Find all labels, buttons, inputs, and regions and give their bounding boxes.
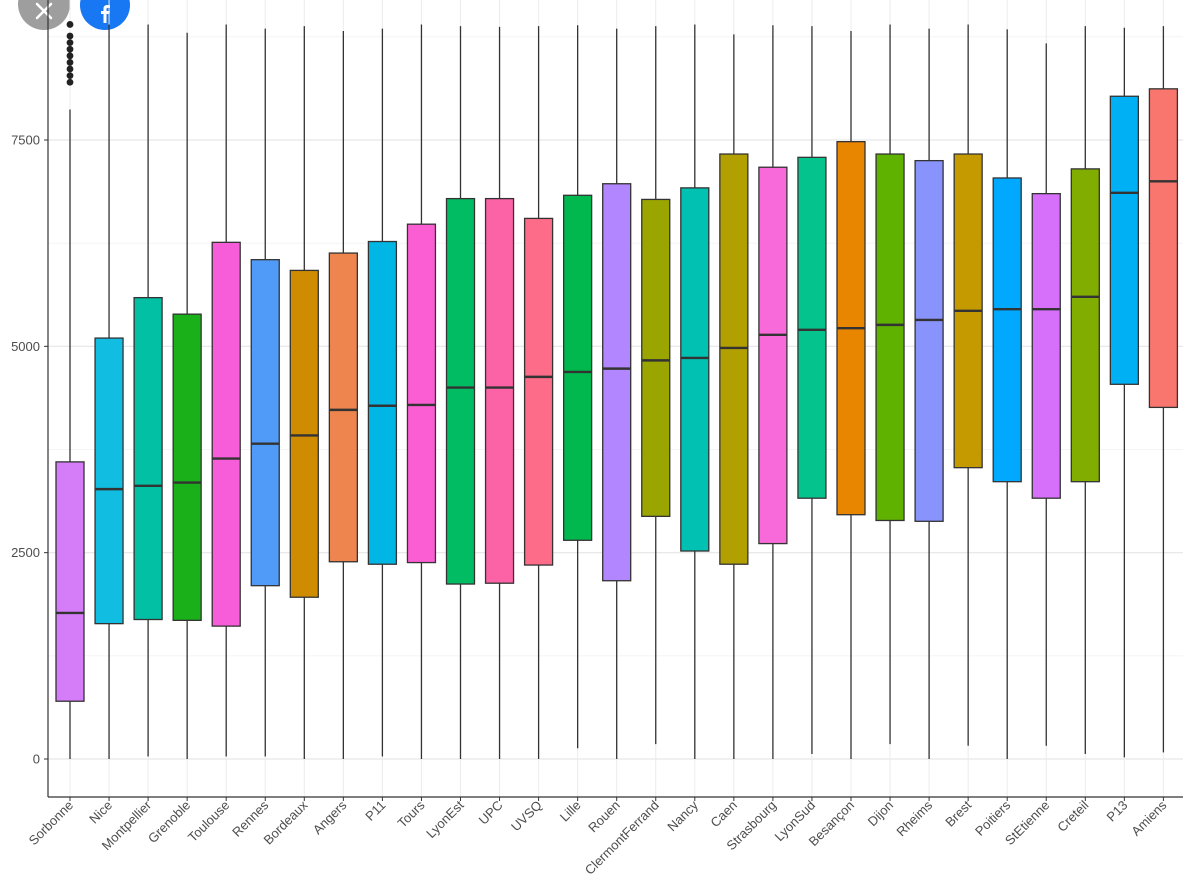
- box-montpellier: [133, 24, 163, 757]
- box-poitiers: [992, 29, 1022, 759]
- box-iqr: [445, 197, 476, 585]
- x-tick-label: Lille: [557, 798, 584, 825]
- x-tick-label: Angers: [310, 797, 350, 837]
- box-iqr: [680, 187, 710, 552]
- outlier-point: [66, 39, 74, 47]
- box-iqr: [641, 198, 671, 518]
- box-iqr: [719, 153, 749, 565]
- box-iqr: [523, 217, 554, 566]
- box-caen: [719, 34, 749, 759]
- x-tick-label: Creteil: [1054, 797, 1091, 834]
- box-iqr: [1148, 88, 1179, 409]
- y-tick-label: 0: [33, 752, 40, 767]
- x-tick-label: UPC: [476, 798, 506, 828]
- box-creteil: [1070, 26, 1100, 755]
- box-dijon: [875, 24, 905, 745]
- box-uvsq: [523, 26, 554, 759]
- x-tick-label: Caen: [707, 798, 740, 831]
- box-iqr: [484, 197, 515, 584]
- box-iqr: [875, 153, 905, 522]
- x-tick-label: Brest: [942, 797, 974, 829]
- box-sorbonne: [55, 21, 85, 759]
- box-toulouse: [211, 24, 241, 757]
- outlier-point: [66, 45, 74, 53]
- facebook-icon: [101, 5, 110, 23]
- x-tick-label: Sorbonne: [26, 798, 76, 848]
- box-grenoble: [172, 32, 202, 759]
- x-tick-label: P13: [1104, 798, 1131, 825]
- x-tick-label: Nice: [86, 798, 115, 827]
- box-rouen: [602, 28, 632, 759]
- box-iqr: [758, 166, 788, 545]
- box-upc: [484, 26, 515, 759]
- outlier-point: [66, 78, 74, 86]
- close-icon: [35, 2, 53, 20]
- box-iqr: [367, 240, 398, 565]
- box-rennes: [250, 28, 280, 757]
- box-iqr: [992, 177, 1022, 483]
- outlier-point: [66, 59, 74, 66]
- box-iqr: [328, 252, 359, 563]
- box-besançon: [836, 31, 866, 759]
- outlier-point: [66, 65, 74, 73]
- box-clermontferrand: [641, 26, 671, 745]
- x-tick-label: Rouen: [585, 798, 623, 836]
- x-tick-label: UVSQ: [508, 798, 545, 835]
- box-lille: [563, 25, 593, 749]
- box-iqr: [914, 159, 944, 522]
- box-iqr: [797, 156, 827, 499]
- box-iqr: [1109, 95, 1139, 385]
- box-strasbourg: [758, 25, 788, 759]
- outlier-point: [66, 32, 74, 40]
- box-iqr: [172, 313, 202, 621]
- box-p11: [367, 28, 398, 757]
- box-tours: [406, 24, 437, 759]
- x-tick-label: Amiens: [1128, 797, 1170, 839]
- box-brest: [953, 24, 983, 746]
- x-tick-label: Bordeaux: [260, 797, 310, 847]
- x-tick-label: ClermontFerrand: [582, 798, 662, 875]
- x-tick-label: Tours: [394, 797, 427, 830]
- box-nice: [94, 24, 124, 759]
- x-tick-labels: Sorbonne NiceMontpellierGrenobleToulouseR…: [26, 797, 1170, 875]
- axes-layer: [47, 0, 1183, 798]
- box-stetienne: [1031, 43, 1061, 746]
- outlier-point: [66, 72, 74, 80]
- box-amiens: [1148, 26, 1179, 753]
- box-lyonsud: [797, 26, 827, 755]
- box-iqr: [94, 337, 124, 625]
- x-tick-label: LyonEst: [423, 797, 467, 841]
- x-tick-label: P11: [362, 798, 388, 824]
- box-iqr: [563, 194, 593, 541]
- outlier-point: [66, 52, 74, 60]
- box-iqr: [406, 223, 437, 564]
- x-tick-label: Dijon: [865, 798, 897, 830]
- x-tick-label: Grenoble: [145, 798, 193, 846]
- box-rheims: [914, 28, 944, 759]
- boxes-layer: [55, 21, 1179, 759]
- y-tick-label: 2500: [11, 545, 40, 560]
- box-p13: [1109, 27, 1139, 758]
- box-iqr: [602, 183, 632, 582]
- x-tick-label: Nancy: [664, 797, 701, 834]
- box-iqr: [250, 259, 280, 587]
- x-tick-label: Toulouse: [185, 798, 232, 845]
- box-iqr: [133, 296, 163, 621]
- box-iqr: [211, 241, 241, 627]
- y-tick-label: 7500: [11, 133, 40, 148]
- y-tick-labels: 0 2500 5000 7500: [11, 133, 48, 767]
- box-bordeaux: [289, 26, 319, 759]
- box-iqr: [1031, 192, 1061, 499]
- box-lyonest: [445, 26, 476, 759]
- outlier-point: [66, 21, 74, 28]
- box-angers: [328, 31, 359, 759]
- y-tick-label: 5000: [11, 339, 40, 354]
- box-iqr: [55, 461, 85, 702]
- x-tick-label: Rheims: [893, 797, 935, 839]
- box-nancy: [680, 24, 710, 759]
- box-iqr: [289, 269, 319, 598]
- box-iqr: [1070, 168, 1100, 483]
